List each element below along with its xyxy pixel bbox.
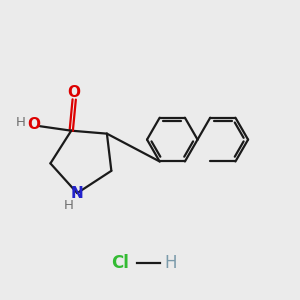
Text: Cl: Cl (111, 254, 129, 272)
Text: N: N (71, 186, 84, 201)
Text: H: H (165, 254, 177, 272)
Text: O: O (27, 117, 40, 132)
Text: O: O (68, 85, 81, 100)
Text: H: H (16, 116, 26, 129)
Text: H: H (64, 199, 74, 212)
